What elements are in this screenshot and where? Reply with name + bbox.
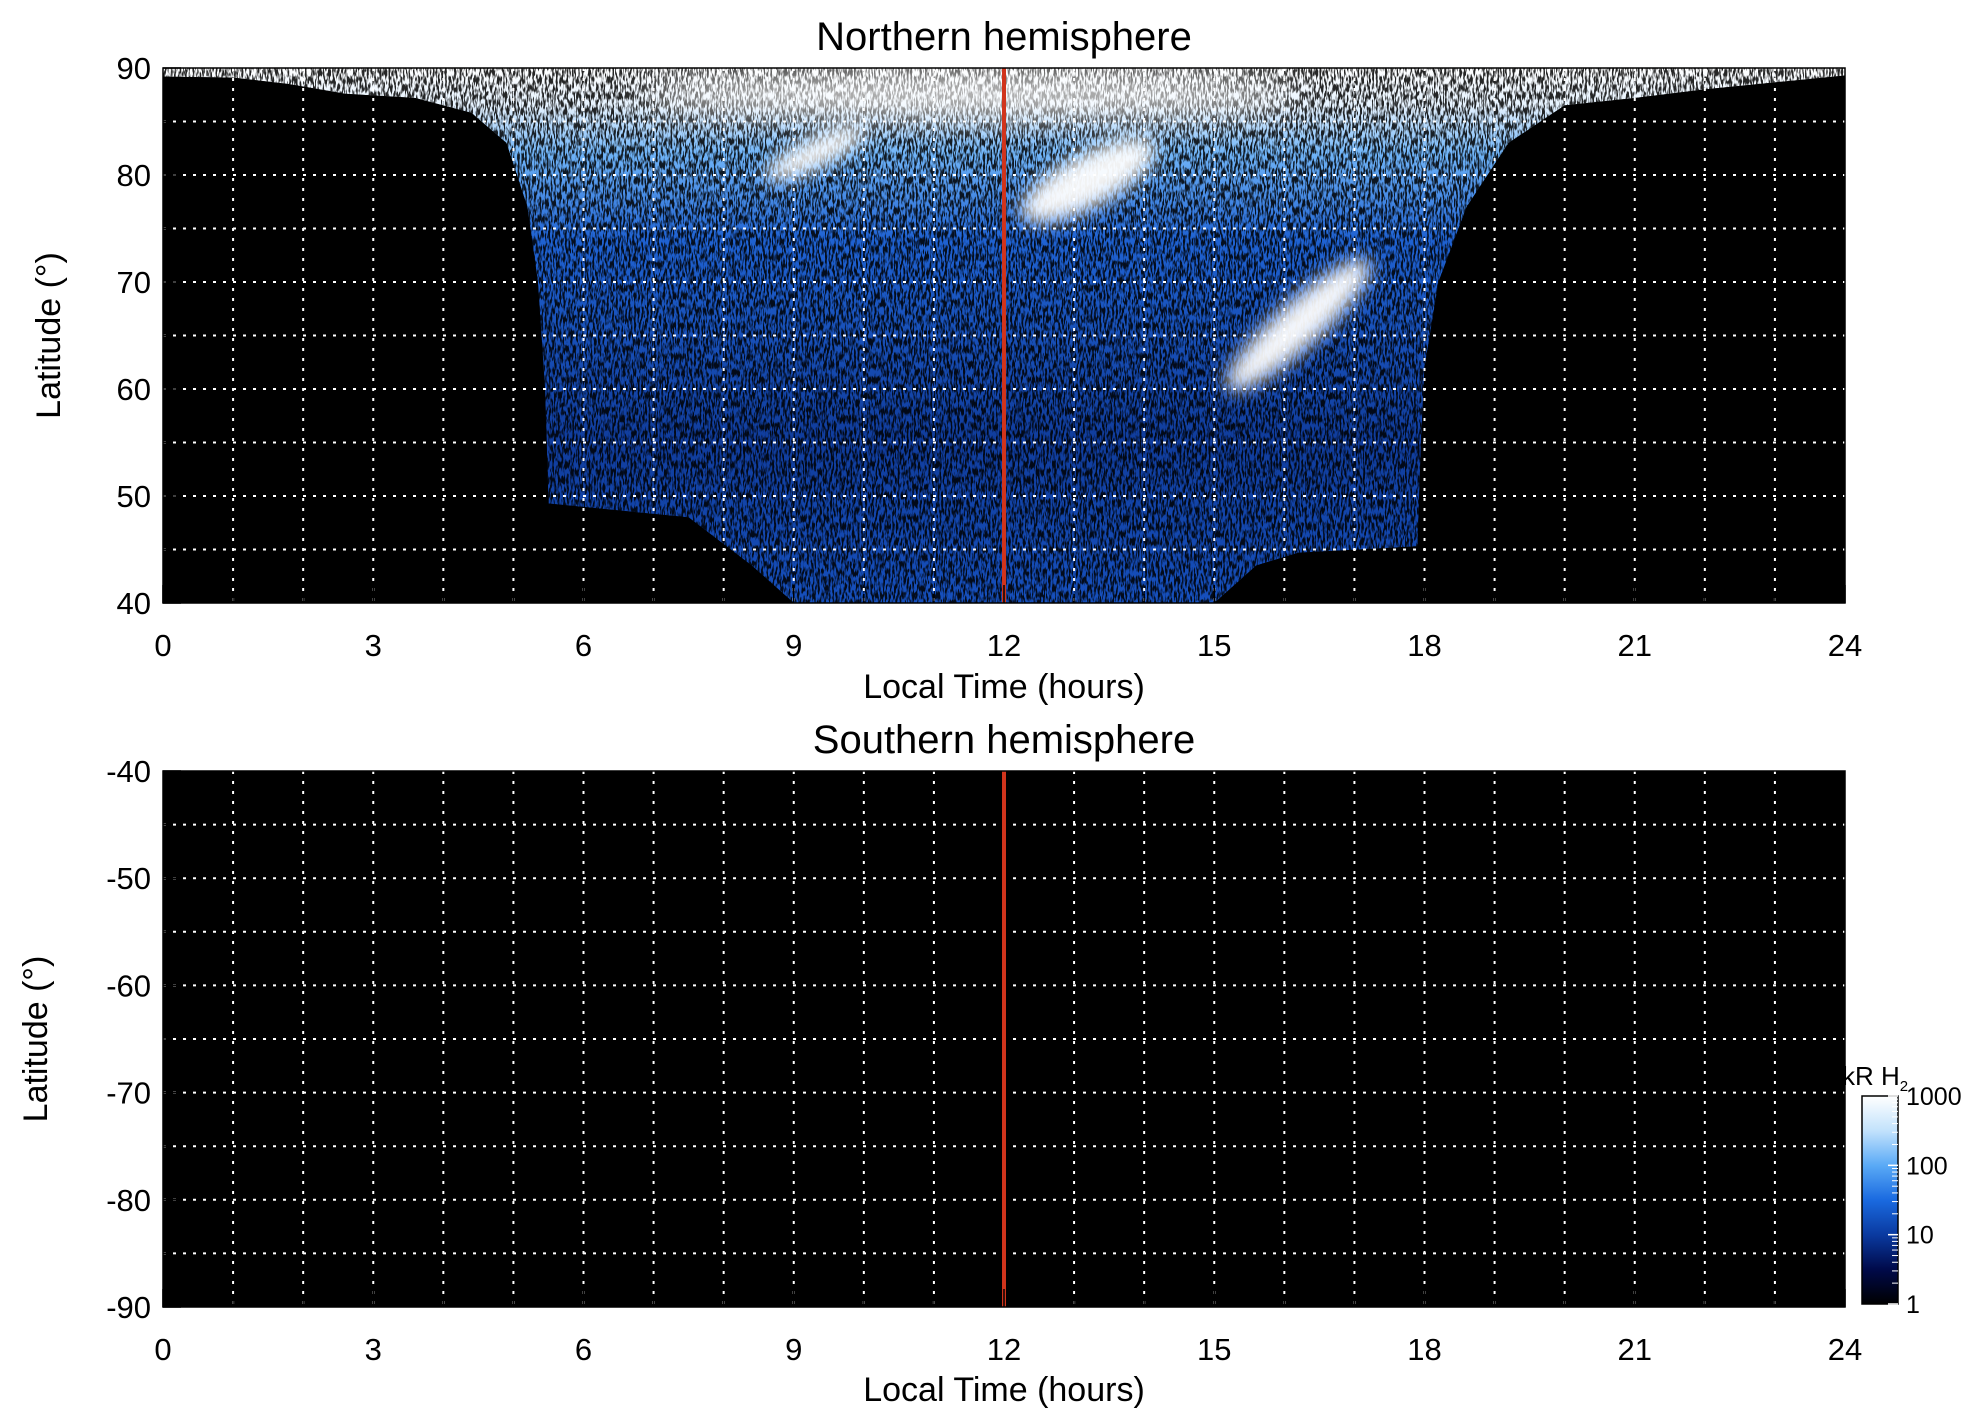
north-y-axis-label: Latitude (°): [30, 252, 68, 419]
colorbar-ticks: 1 10 100 1000: [1888, 1083, 1962, 1319]
x-tick-label: 15: [1197, 1332, 1231, 1367]
y-tick-label: 60: [117, 372, 151, 407]
north-axis-ticks: 0 3 6 9 12 15 18 21 24 40 50 60 70 80 90: [117, 51, 1863, 663]
x-tick-label: 6: [575, 1332, 592, 1367]
bright-emission-feature: [764, 127, 865, 181]
y-tick-label: 50: [117, 479, 151, 514]
north-panel-title: Northern hemisphere: [816, 15, 1192, 59]
plot-frame: [162, 770, 1846, 1308]
x-tick-label: 24: [1828, 1332, 1862, 1367]
south-axis-ticks: 0 3 6 9 12 15 18 21 24 -40 -50 -60 -70 -80 -90: [106, 754, 1862, 1367]
colorbar-title-main: kR H: [1842, 1061, 1900, 1091]
bright-emission-feature: [638, 72, 1299, 117]
bright-emission-feature: [1226, 259, 1371, 391]
y-tick-label: 40: [117, 586, 151, 621]
x-tick-label: 0: [154, 1332, 171, 1367]
x-tick-label: 0: [154, 628, 171, 663]
x-tick-label: 6: [575, 628, 592, 663]
colorbar-gradient: [1861, 1095, 1899, 1305]
colorbar-title: kR H2: [1842, 1061, 1908, 1095]
x-tick-label: 9: [785, 628, 802, 663]
colorbar-tick-label: 1000: [1906, 1083, 1962, 1111]
y-tick-label: -70: [106, 1076, 151, 1111]
colorbar-title-subscript: 2: [1900, 1078, 1908, 1095]
x-tick-label: 3: [365, 1332, 382, 1367]
y-tick-label: -60: [106, 968, 151, 1003]
y-tick-label: -80: [106, 1183, 151, 1218]
x-tick-label: 9: [785, 1332, 802, 1367]
y-tick-label: -40: [106, 754, 151, 789]
x-tick-label: 12: [987, 1332, 1021, 1367]
bright-emission-feature: [1020, 138, 1156, 223]
colorbar-tick-label: 100: [1906, 1152, 1948, 1180]
plot-frame: [162, 67, 1846, 604]
southern-hemisphere-panel: Southern hemisphere 0 3 6 9 12 15 18 21 24 -40 -50…: [17, 718, 1862, 1409]
y-tick-label: 80: [117, 158, 151, 193]
x-tick-label: 24: [1828, 628, 1862, 663]
south-panel-title: Southern hemisphere: [813, 718, 1195, 762]
x-tick-label: 21: [1618, 1332, 1652, 1367]
x-tick-label: 15: [1197, 628, 1231, 663]
y-tick-label: -90: [106, 1290, 151, 1325]
x-tick-label: 18: [1407, 628, 1441, 663]
y-tick-label: 70: [117, 265, 151, 300]
x-tick-label: 18: [1407, 1332, 1441, 1367]
north-bright-features: [638, 72, 1371, 391]
x-tick-label: 12: [987, 628, 1021, 663]
south-x-axis-label: Local Time (hours): [863, 1371, 1145, 1409]
northern-hemisphere-panel: Northern hemisphere 0 3 6 9 12 15 18 21 24 40 50 60…: [30, 15, 1862, 706]
north-x-axis-label: Local Time (hours): [863, 668, 1145, 706]
y-tick-label: 90: [117, 51, 151, 86]
x-tick-label: 3: [365, 628, 382, 663]
y-tick-label: -50: [106, 861, 151, 896]
colorbar-tick-label: 10: [1906, 1222, 1934, 1250]
south-y-axis-label: Latitude (°): [17, 956, 55, 1123]
colorbar: kR H2 1 10 100 1000: [1842, 1061, 1962, 1319]
x-tick-label: 21: [1618, 628, 1652, 663]
colorbar-tick-label: 1: [1906, 1291, 1920, 1319]
